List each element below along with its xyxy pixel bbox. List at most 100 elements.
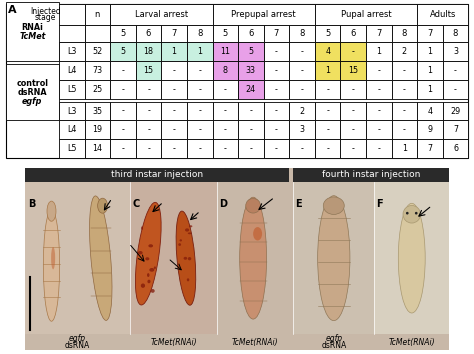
Ellipse shape <box>323 197 344 215</box>
Bar <box>340 25 366 42</box>
Text: -: - <box>249 125 252 134</box>
Text: 7: 7 <box>172 29 177 38</box>
Text: F: F <box>376 199 383 209</box>
Bar <box>85 61 110 80</box>
Text: -: - <box>224 125 227 134</box>
Text: -: - <box>198 85 201 94</box>
Ellipse shape <box>154 267 156 269</box>
Text: L5: L5 <box>67 85 77 94</box>
Text: 5: 5 <box>120 29 126 38</box>
Text: L4: L4 <box>67 125 76 134</box>
Ellipse shape <box>147 280 151 283</box>
Bar <box>340 80 366 99</box>
Text: -: - <box>121 85 124 94</box>
Text: 18: 18 <box>144 47 154 56</box>
Text: dsRNA: dsRNA <box>65 341 90 350</box>
Bar <box>110 42 136 61</box>
Bar <box>212 139 238 158</box>
Text: -: - <box>352 85 355 94</box>
Text: third instar injection: third instar injection <box>111 170 203 179</box>
Bar <box>443 80 468 99</box>
Text: -: - <box>173 66 175 75</box>
Ellipse shape <box>406 212 409 215</box>
Text: 1: 1 <box>428 85 432 94</box>
Text: 7: 7 <box>376 29 382 38</box>
Bar <box>110 102 136 120</box>
Text: 9: 9 <box>428 125 432 134</box>
Ellipse shape <box>187 278 189 281</box>
Text: L3: L3 <box>67 47 76 56</box>
Bar <box>264 139 289 158</box>
Text: 15: 15 <box>144 66 154 75</box>
Text: 73: 73 <box>92 66 102 75</box>
Text: -: - <box>403 66 406 75</box>
Ellipse shape <box>51 247 55 269</box>
Bar <box>161 25 187 42</box>
Text: E: E <box>295 199 302 209</box>
Ellipse shape <box>146 257 149 261</box>
Text: L3: L3 <box>67 107 76 115</box>
Text: -: - <box>173 144 175 153</box>
Text: -: - <box>326 107 329 115</box>
Text: 8: 8 <box>453 29 458 38</box>
Text: C: C <box>132 199 139 209</box>
Bar <box>85 120 110 139</box>
Text: Pupal arrest: Pupal arrest <box>341 10 392 19</box>
Text: 2: 2 <box>402 47 407 56</box>
Text: 19: 19 <box>92 125 102 134</box>
Bar <box>340 102 366 120</box>
Text: 3: 3 <box>453 47 458 56</box>
Bar <box>293 168 449 182</box>
Text: 6: 6 <box>453 144 458 153</box>
Text: -: - <box>224 85 227 94</box>
Bar <box>315 25 340 42</box>
Text: 1: 1 <box>428 47 432 56</box>
Bar <box>136 102 161 120</box>
Bar <box>443 120 468 139</box>
Text: 7: 7 <box>453 125 458 134</box>
Bar <box>161 61 187 80</box>
Bar <box>392 139 417 158</box>
Ellipse shape <box>253 227 262 240</box>
Text: TcMet: TcMet <box>19 32 46 41</box>
Bar <box>374 182 449 334</box>
Bar <box>187 61 212 80</box>
Bar <box>85 139 110 158</box>
Text: egfp: egfp <box>69 334 86 343</box>
Bar <box>136 120 161 139</box>
Text: 1: 1 <box>428 66 432 75</box>
Text: 5: 5 <box>120 47 126 56</box>
Bar <box>238 139 264 158</box>
Text: 1: 1 <box>325 66 330 75</box>
Bar <box>6 4 85 25</box>
Text: Injected: Injected <box>30 7 61 16</box>
Text: Prepupal arrest: Prepupal arrest <box>231 10 296 19</box>
Bar <box>417 42 443 61</box>
Ellipse shape <box>98 198 108 213</box>
Ellipse shape <box>403 206 420 223</box>
Bar <box>6 64 59 120</box>
Text: L5: L5 <box>67 144 77 153</box>
Text: -: - <box>173 107 175 115</box>
Text: -: - <box>121 125 124 134</box>
Bar <box>443 42 468 61</box>
Ellipse shape <box>318 196 350 321</box>
Bar <box>443 139 468 158</box>
Bar <box>392 120 417 139</box>
Text: -: - <box>326 85 329 94</box>
Bar <box>315 42 340 61</box>
Bar <box>187 25 212 42</box>
Text: control: control <box>17 79 48 87</box>
Text: -: - <box>224 107 227 115</box>
Text: L4: L4 <box>67 66 76 75</box>
Bar <box>212 120 238 139</box>
Bar <box>59 80 85 99</box>
Text: -: - <box>377 125 380 134</box>
Text: -: - <box>352 125 355 134</box>
Text: -: - <box>377 85 380 94</box>
Bar <box>136 25 161 42</box>
Text: 5: 5 <box>223 29 228 38</box>
Bar <box>25 168 289 182</box>
Text: 1: 1 <box>197 47 202 56</box>
Bar <box>6 2 59 61</box>
